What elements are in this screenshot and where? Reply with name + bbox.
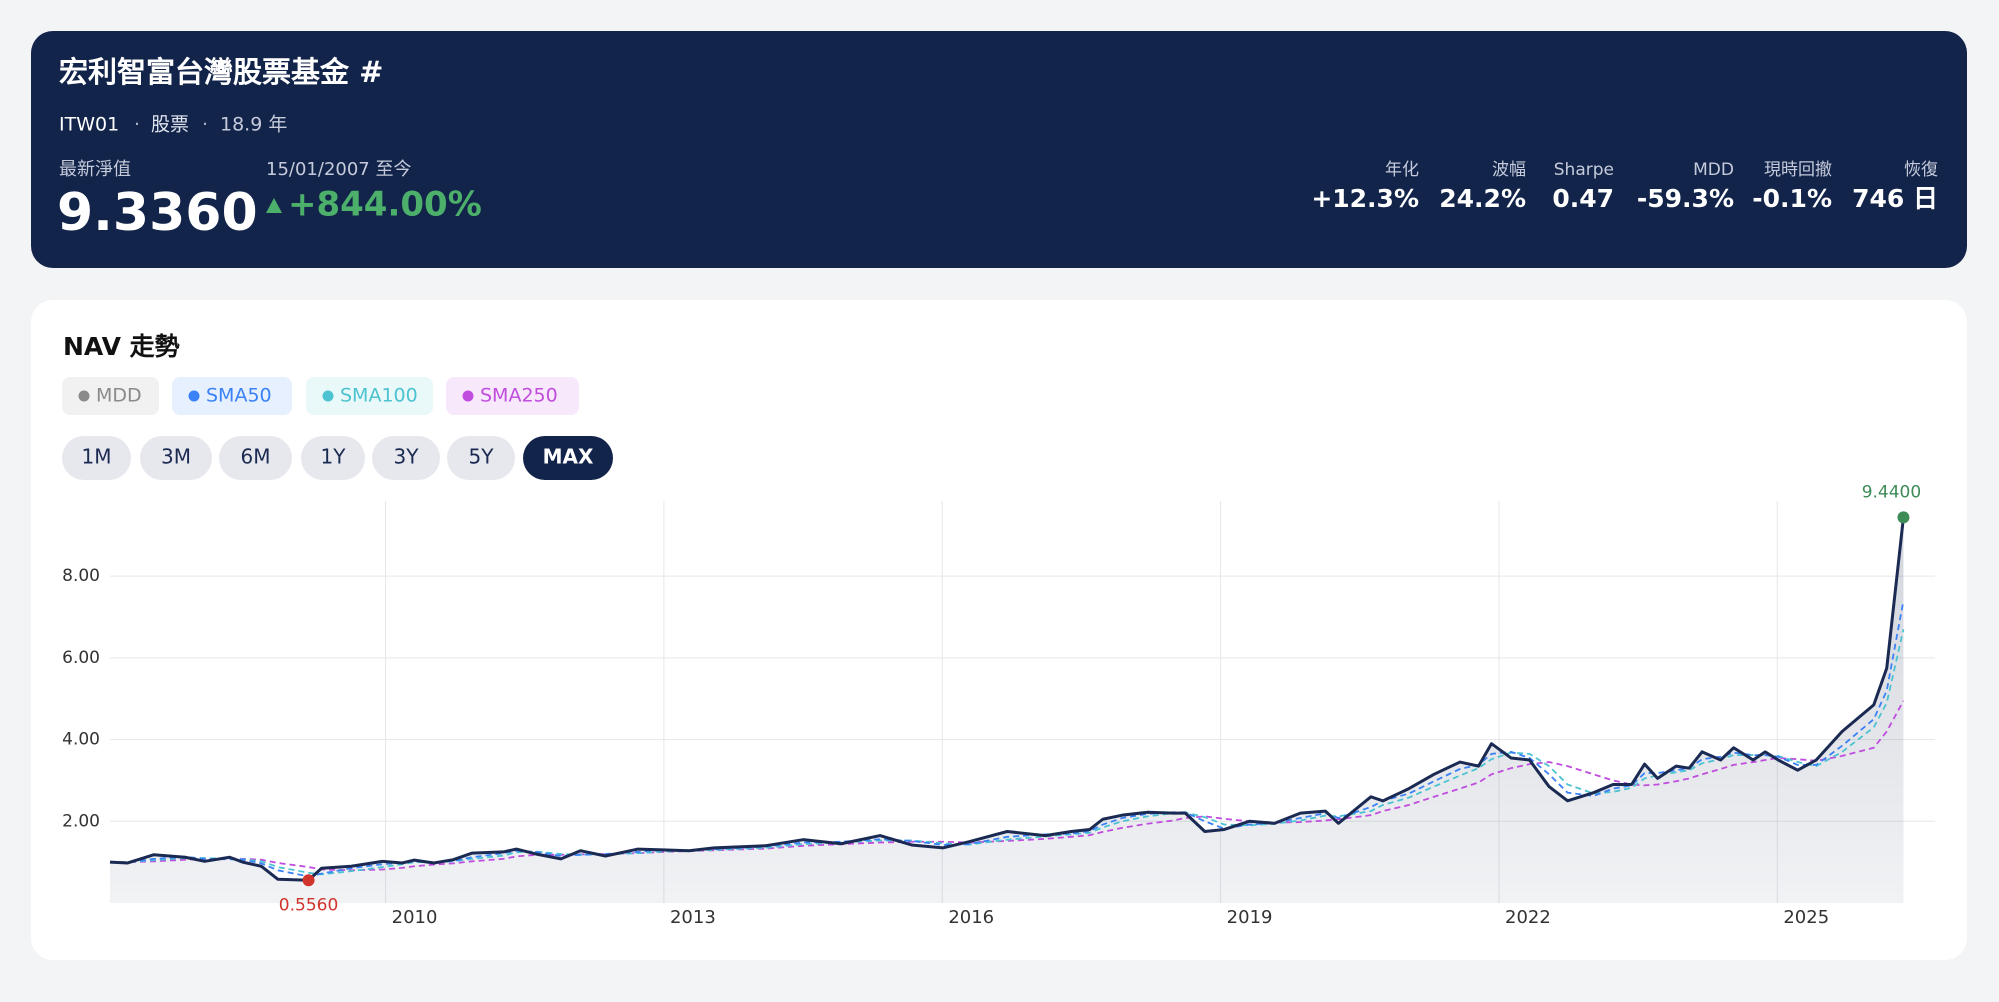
x-tick-label: 2019 xyxy=(1227,907,1273,928)
value-label: 0.5560 xyxy=(279,895,338,915)
range-button-label: 1M xyxy=(82,445,112,469)
range-button[interactable] xyxy=(372,436,440,480)
legend-chip[interactable] xyxy=(62,377,159,415)
legend-label: SMA100 xyxy=(340,385,418,407)
range-button-label: 5Y xyxy=(469,445,495,469)
x-tick-label: 2016 xyxy=(948,907,994,928)
range-button[interactable] xyxy=(219,436,292,480)
dot: · xyxy=(202,114,208,136)
low-marker xyxy=(302,874,315,887)
stat-label: 現時回撤 xyxy=(1764,160,1832,180)
range-button-label: 6M xyxy=(241,445,271,469)
stat-value: -59.3% xyxy=(1637,184,1734,213)
nav-area xyxy=(110,517,1904,903)
sma-line xyxy=(110,700,1905,872)
y-tick-label: 2.00 xyxy=(62,811,100,831)
fund-category: 股票 xyxy=(151,114,189,136)
stat-label: MDD xyxy=(1693,160,1734,180)
fund-age: 18.9 年 xyxy=(220,114,287,136)
y-tick-label: 4.00 xyxy=(62,730,100,750)
stat-value: -0.1% xyxy=(1752,184,1832,213)
y-tick-label: 8.00 xyxy=(62,566,100,586)
header-card xyxy=(31,31,1967,268)
range-button[interactable] xyxy=(140,436,212,480)
stat-value: 0.47 xyxy=(1552,184,1614,213)
stat-label: 年化 xyxy=(1385,160,1419,180)
stat-label: 波幅 xyxy=(1492,160,1526,180)
range-button[interactable] xyxy=(447,436,515,480)
stat-label: 恢復 xyxy=(1904,160,1938,180)
value-label: 9.4400 xyxy=(1862,482,1921,502)
range-button-label: 3Y xyxy=(394,445,420,469)
stat-value: 746 日 xyxy=(1852,184,1938,213)
nav-value: 9.3360 xyxy=(57,183,258,243)
stat-value: +12.3% xyxy=(1311,184,1419,213)
x-tick-label: 2010 xyxy=(392,907,438,928)
since-label: 15/01/2007 至今 xyxy=(266,159,411,180)
high-marker xyxy=(1897,511,1910,524)
x-tick-label: 2025 xyxy=(1783,907,1829,928)
range-button-label: 1Y xyxy=(321,445,347,469)
legend-chip[interactable] xyxy=(446,377,579,415)
x-tick-label: 2013 xyxy=(670,907,716,928)
legend-label: MDD xyxy=(96,385,142,407)
legend-chip[interactable] xyxy=(306,377,433,415)
legend-label: SMA250 xyxy=(480,385,558,407)
chart-title: NAV 走勢 xyxy=(63,332,180,361)
range-button[interactable] xyxy=(523,436,613,480)
nav-line xyxy=(109,517,1905,882)
range-button-label: 3M xyxy=(161,445,191,469)
stat-label: Sharpe xyxy=(1554,160,1614,180)
fund-code: ITW01 xyxy=(59,114,119,136)
fund-title: 宏利智富台灣股票基金 # xyxy=(59,55,383,89)
legend-chip[interactable] xyxy=(172,377,292,415)
stat-value: 24.2% xyxy=(1439,184,1526,213)
range-button[interactable] xyxy=(62,436,131,480)
legend-dot xyxy=(188,390,200,402)
legend-dot xyxy=(322,390,334,402)
range-button[interactable] xyxy=(301,436,365,480)
y-tick-label: 6.00 xyxy=(62,648,100,668)
legend-label: SMA50 xyxy=(206,385,272,407)
range-button-label: MAX xyxy=(543,445,594,469)
x-tick-label: 2022 xyxy=(1505,907,1551,928)
up-arrow xyxy=(266,198,282,213)
nav-label: 最新淨值 xyxy=(59,159,131,180)
return-value: +844.00% xyxy=(288,185,482,225)
legend-dot xyxy=(78,390,90,402)
legend-dot xyxy=(462,390,474,402)
dot: · xyxy=(134,114,140,136)
